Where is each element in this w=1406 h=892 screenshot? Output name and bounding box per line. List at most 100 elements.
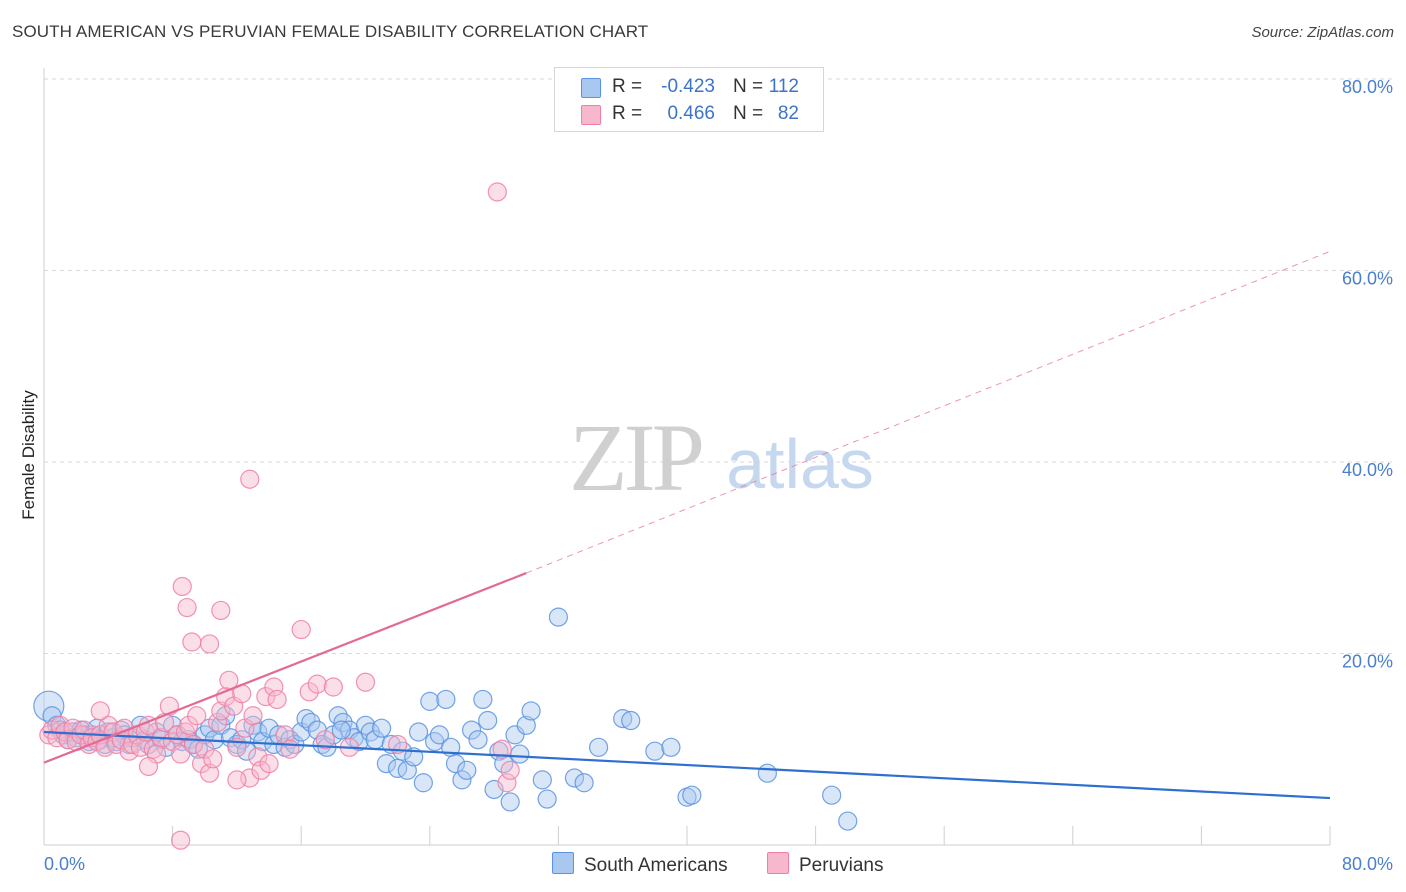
trend-line-peruvians-extension — [526, 250, 1331, 574]
x-tick-label: 0.0% — [44, 854, 85, 874]
y-tick-label: 80.0% — [1342, 77, 1393, 97]
data-point — [461, 720, 482, 740]
data-point — [500, 760, 520, 780]
data-point — [371, 718, 392, 738]
data-point — [301, 712, 321, 733]
data-point — [468, 730, 488, 750]
data-point — [259, 754, 279, 774]
data-point — [376, 754, 396, 774]
data-point — [548, 607, 569, 627]
legend-swatch-blue — [581, 78, 601, 98]
data-point — [487, 182, 507, 202]
legend-swatch-pink — [581, 105, 601, 125]
data-point — [333, 712, 353, 733]
data-point — [521, 701, 541, 721]
data-point — [429, 725, 450, 745]
bottom-legend-label: Peruvians — [799, 855, 884, 876]
y-tick-label: 20.0% — [1342, 652, 1393, 672]
data-point — [177, 597, 197, 618]
data-point — [171, 744, 191, 764]
data-point — [251, 760, 271, 780]
data-point — [187, 706, 207, 726]
legend-n-label: N = — [733, 76, 764, 97]
legend-n-value: 112 — [768, 76, 799, 97]
data-point — [199, 634, 220, 654]
data-point — [838, 811, 858, 831]
data-point — [516, 715, 536, 735]
data-point — [291, 619, 311, 640]
data-point — [497, 773, 517, 793]
data-point — [564, 768, 585, 788]
legend-r-label: R = — [612, 76, 643, 97]
series-peruvians — [39, 182, 520, 850]
data-point — [413, 773, 433, 793]
data-point — [588, 737, 609, 757]
data-point — [500, 792, 520, 812]
trend-line-south-americans — [43, 730, 1331, 800]
trend-line-peruvians — [43, 572, 527, 764]
data-point — [331, 720, 351, 740]
data-point — [420, 691, 440, 711]
data-point — [264, 677, 284, 697]
data-point — [90, 701, 110, 721]
legend-n-value: 82 — [777, 103, 799, 124]
legend-r-value: -0.423 — [661, 76, 715, 97]
legend-n-label: N = — [733, 103, 764, 124]
data-point — [211, 600, 231, 621]
data-point — [243, 706, 263, 726]
data-point — [315, 730, 335, 750]
data-point — [645, 741, 665, 761]
data-point — [323, 677, 343, 697]
data-point — [574, 773, 594, 793]
data-point — [457, 760, 477, 780]
data-point — [299, 682, 319, 702]
data-point — [182, 632, 202, 652]
watermark-atlas: atlas — [726, 425, 874, 503]
data-point — [179, 715, 199, 735]
data-point — [240, 469, 260, 489]
watermark-zip: ZIP — [569, 404, 702, 511]
watermark: ZIP atlas — [569, 404, 874, 511]
data-point — [191, 754, 212, 774]
chart-title: SOUTH AMERICAN VS PERUVIAN FEMALE DISABI… — [12, 22, 649, 41]
data-point — [227, 770, 247, 790]
data-point — [537, 789, 557, 809]
data-point — [478, 710, 498, 731]
data-point — [452, 770, 472, 790]
source-label: Source: ZipAtlas.com — [1251, 24, 1394, 41]
data-point — [208, 712, 228, 733]
data-point — [307, 674, 327, 694]
data-point — [621, 710, 641, 731]
legend-row-peruvians: R = 0.466 N = 82 — [555, 101, 823, 127]
x-tick-labels: 0.0% 80.0% — [44, 854, 1393, 874]
data-point — [171, 830, 191, 850]
data-point — [138, 756, 159, 777]
y-tick-label: 60.0% — [1342, 269, 1393, 289]
grid-lines — [44, 78, 1394, 654]
data-point — [822, 785, 842, 805]
data-point — [256, 686, 276, 707]
trend-lines — [43, 250, 1331, 800]
legend-box: R = -0.423 N = 112 R = 0.466 N = 82 — [554, 67, 824, 132]
data-point — [280, 739, 300, 759]
legend-r-label: R = — [612, 103, 643, 124]
data-point — [682, 785, 702, 805]
data-point — [355, 672, 376, 692]
y-axis-label: Female Disability — [19, 390, 38, 520]
data-point — [172, 576, 192, 597]
y-tick-label: 40.0% — [1342, 460, 1393, 480]
data-point — [58, 730, 78, 750]
data-point — [661, 737, 681, 757]
data-point — [267, 689, 287, 710]
y-tick-labels: 20.0% 40.0% 60.0% 80.0% — [1342, 77, 1393, 672]
legend-r-value: 0.466 — [667, 103, 715, 124]
axes — [43, 68, 1331, 846]
x-tick-label: 80.0% — [1342, 854, 1393, 874]
data-point — [211, 701, 231, 721]
data-point — [532, 770, 552, 790]
data-point — [445, 754, 466, 774]
bottom-legend-peruvians: Peruvians — [767, 852, 884, 877]
data-point — [408, 722, 429, 742]
data-point — [473, 689, 493, 710]
